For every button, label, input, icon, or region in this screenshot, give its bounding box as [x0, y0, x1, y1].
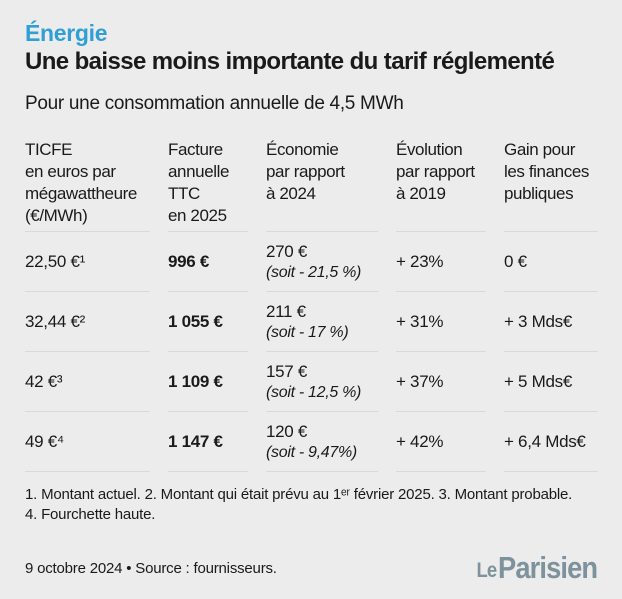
- cell-evolution: + 23%: [396, 232, 486, 293]
- facture-value: 996 €: [168, 252, 210, 272]
- cell-facture: 1 055 €: [168, 292, 248, 353]
- cell-ticfe: 42 €³: [25, 352, 150, 413]
- cell-ticfe: 32,44 €²: [25, 292, 150, 353]
- logo-parisien: Parisien: [497, 550, 598, 585]
- gain-value: + 6,4 Mds€: [504, 432, 586, 452]
- cell-evolution: + 31%: [396, 292, 486, 353]
- cell-economie: 211 € (soit - 17 %): [266, 292, 378, 353]
- footnote-line-1: 1. Montant actuel. 2. Montant qui était …: [25, 486, 573, 504]
- gain-value: + 5 Mds€: [504, 372, 572, 392]
- logo-le: Le: [476, 559, 497, 582]
- cell-evolution: + 37%: [396, 352, 486, 413]
- cell-facture: 1 109 €: [168, 352, 248, 413]
- evolution-value: + 37%: [396, 372, 444, 392]
- cell-gain: 0 €: [504, 232, 598, 293]
- tariff-table: TICFE en euros par mégawattheure (€/MWh)…: [25, 139, 598, 473]
- cell-ticfe: 22,50 €¹: [25, 232, 150, 293]
- economie-percent: (soit - 9,47%): [266, 443, 357, 461]
- economie-percent: (soit - 12,5 %): [266, 383, 362, 401]
- cell-economie: 270 € (soit - 21,5 %): [266, 232, 378, 293]
- column-header-gain: Gain pour les finances publiques: [504, 139, 598, 233]
- ticfe-value: 32,44 €²: [25, 312, 85, 332]
- evolution-value: + 42%: [396, 432, 444, 452]
- le-parisien-logo: LeParisien: [476, 550, 598, 586]
- ticfe-value: 49 €⁴: [25, 432, 64, 452]
- column-header-evolution: Évolution par rapport à 2019: [396, 139, 486, 233]
- economie-amount: 270 €: [266, 241, 308, 261]
- kicker-energie: Énergie: [25, 20, 108, 46]
- facture-value: 1 055 €: [168, 312, 223, 332]
- economie-amount: 157 €: [266, 361, 308, 381]
- column-header-facture: Facture annuelle TTC en 2025: [168, 139, 248, 233]
- column-header-ticfe: TICFE en euros par mégawattheure (€/MWh): [25, 139, 150, 233]
- economie-amount: 120 €: [266, 421, 308, 441]
- footnotes: 1. Montant actuel. 2. Montant qui était …: [25, 485, 597, 525]
- date-source: 9 octobre 2024 • Source : fournisseurs.: [25, 559, 277, 577]
- economie-amount: 211 €: [266, 301, 306, 321]
- facture-value: 1 109 €: [168, 372, 223, 392]
- ticfe-value: 22,50 €¹: [25, 252, 85, 272]
- footnote-line-2: 4. Fourchette haute.: [25, 506, 156, 524]
- cell-facture: 1 147 €: [168, 412, 248, 473]
- economie-percent: (soit - 17 %): [266, 323, 349, 341]
- ticfe-value: 42 €³: [25, 372, 63, 392]
- economie-percent: (soit - 21,5 %): [266, 263, 362, 281]
- page-title: Une baisse moins importante du tarif rég…: [25, 48, 555, 76]
- gain-value: 0 €: [504, 252, 527, 272]
- cell-gain: + 6,4 Mds€: [504, 412, 598, 473]
- cell-economie: 157 € (soit - 12,5 %): [266, 352, 378, 413]
- evolution-value: + 31%: [396, 312, 444, 332]
- cell-evolution: + 42%: [396, 412, 486, 473]
- cell-economie: 120 € (soit - 9,47%): [266, 412, 378, 473]
- cell-gain: + 5 Mds€: [504, 352, 598, 413]
- column-header-economie: Économie par rapport à 2024: [266, 139, 378, 233]
- footer: 9 octobre 2024 • Source : fournisseurs. …: [25, 550, 598, 586]
- facture-value: 1 147 €: [168, 432, 223, 452]
- evolution-value: + 23%: [396, 252, 444, 272]
- page-subtitle: Pour une consommation annuelle de 4,5 MW…: [25, 93, 404, 115]
- cell-facture: 996 €: [168, 232, 248, 293]
- cell-gain: + 3 Mds€: [504, 292, 598, 353]
- gain-value: + 3 Mds€: [504, 312, 572, 332]
- cell-ticfe: 49 €⁴: [25, 412, 150, 473]
